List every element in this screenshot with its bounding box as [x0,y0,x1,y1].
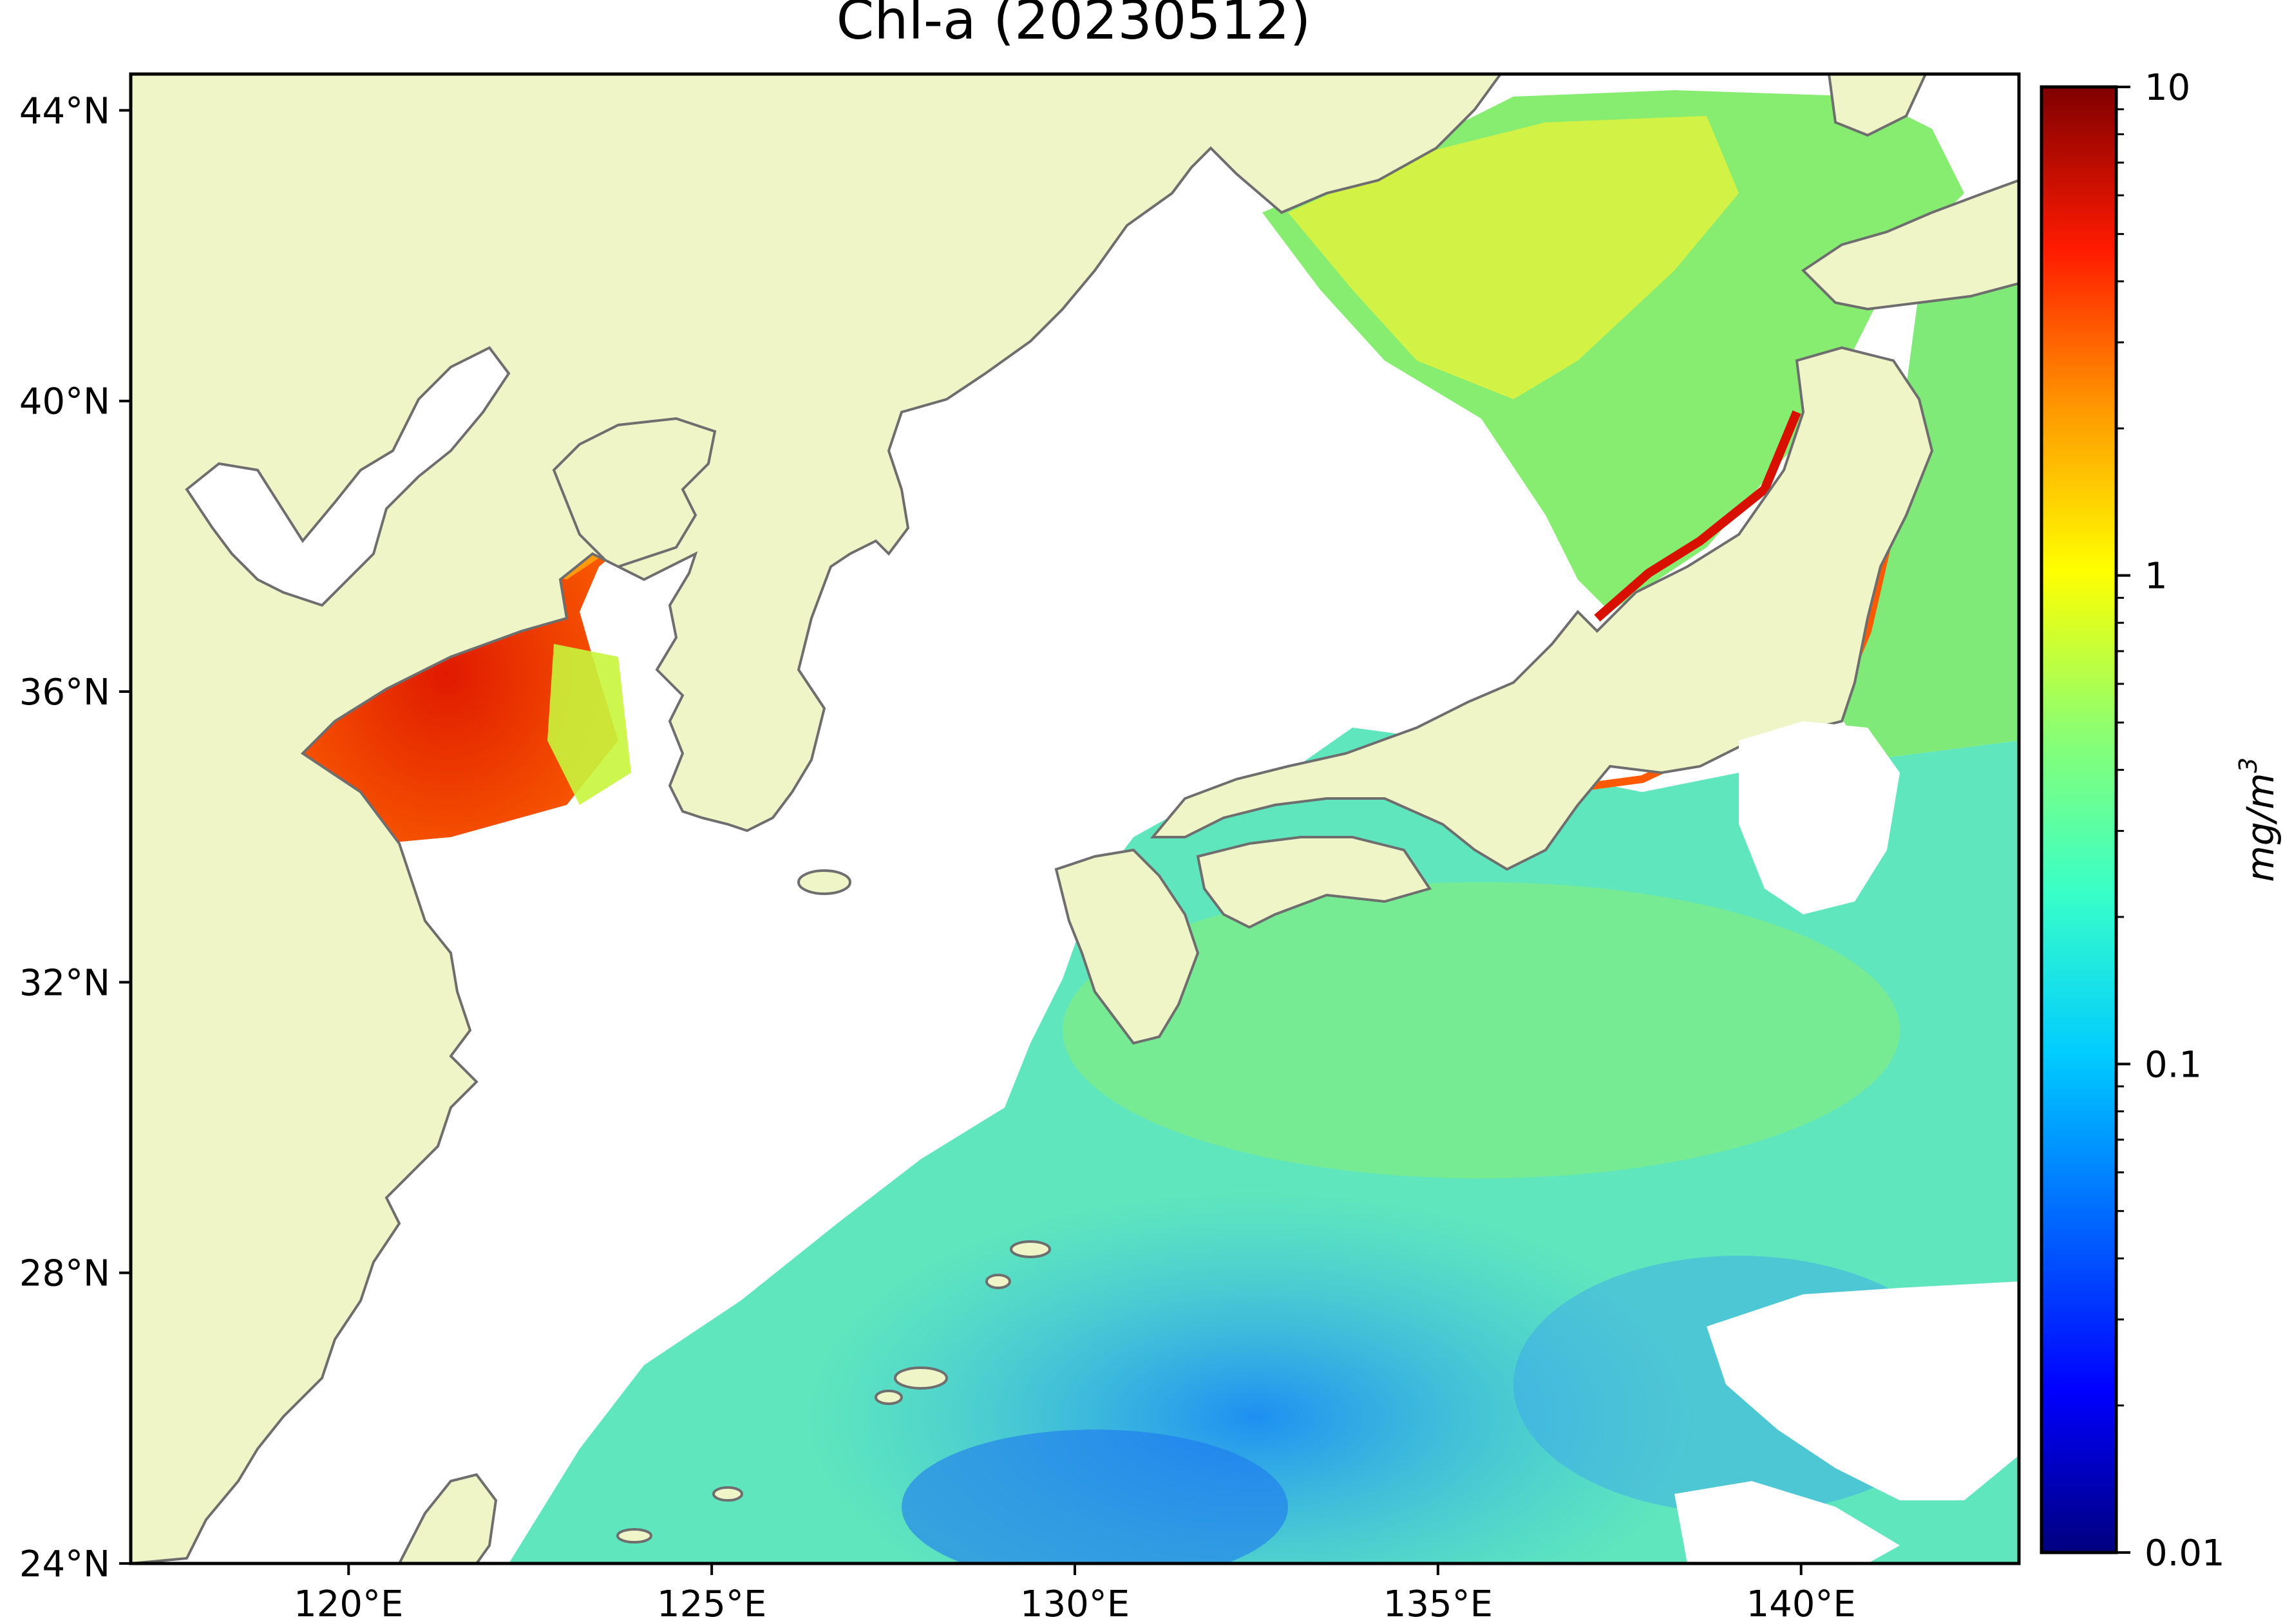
lat-tick-label: 36°N [19,672,110,713]
lat-tick-label: 28°N [19,1253,110,1295]
lon-tick-label: 135°E [1383,1583,1493,1624]
colorbar-gradient [2041,87,2116,1553]
land-asia [131,74,1502,1563]
japan-sea-yellow-patch [1288,116,1739,399]
lon-tick-label: 140°E [1747,1583,1856,1624]
longitude-axis: 120°E 125°E 130°E 135°E 140°E [294,1563,1856,1624]
pacific-east-chl-field [1835,270,2019,760]
land-jeju [797,869,851,895]
lat-tick-label: 24°N [19,1544,110,1585]
map-panel [131,74,2019,1563]
latitude-axis: 24°N 28°N 32°N 36°N 40°N 44°N [19,90,131,1585]
ryukyu-islands [616,1240,1051,1544]
colorbar: 0.01 0.1 1 10 mg/m3 [2040,67,2282,1574]
colorbar-label-sup: 3 [2234,757,2262,773]
cloud-patch-pacific-2 [1707,1281,2019,1500]
yellow-sea-moderate-chl [547,644,631,805]
colorbar-tick-label: 0.01 [2145,1533,2225,1574]
land-kyushu [1054,848,1200,1045]
colorbar-label-unit: mg/m [2239,773,2282,882]
lat-tick-label: 40°N [19,381,110,423]
colorbar-tick-label: 10 [2145,67,2190,109]
mid-chl-band [1063,882,1900,1178]
lat-tick-label: 44°N [19,90,110,132]
lon-tick-label: 120°E [294,1583,403,1624]
bohai-gulf [185,346,511,607]
lat-tick-label: 32°N [19,962,110,1004]
land-honshu [1150,346,1934,871]
land-sakhalin [1827,74,1928,137]
lon-tick-label: 130°E [1020,1583,1130,1624]
cloud-patch-pacific-1 [1739,721,1900,914]
honshu-coastal-bloom [1594,410,1801,622]
colorbar-label: mg/m3 [2234,757,2282,882]
cloud-patch-pacific-3 [1674,1481,1900,1563]
colorbar-ticks: 0.01 0.1 1 10 [2116,67,2225,1574]
colorbar-tick-label: 1 [2145,556,2168,598]
colorbar-frame [2040,85,2118,1554]
land-shikoku [1196,836,1432,929]
lon-tick-label: 125°E [657,1583,766,1624]
map-title: Chl-a (20230512) [837,0,1311,52]
land-taiwan [397,1473,498,1563]
lowest-chl-zone [902,1430,1288,1563]
colorbar-tick-label: 0.1 [2145,1044,2202,1086]
land-hokkaido [1801,178,2019,311]
